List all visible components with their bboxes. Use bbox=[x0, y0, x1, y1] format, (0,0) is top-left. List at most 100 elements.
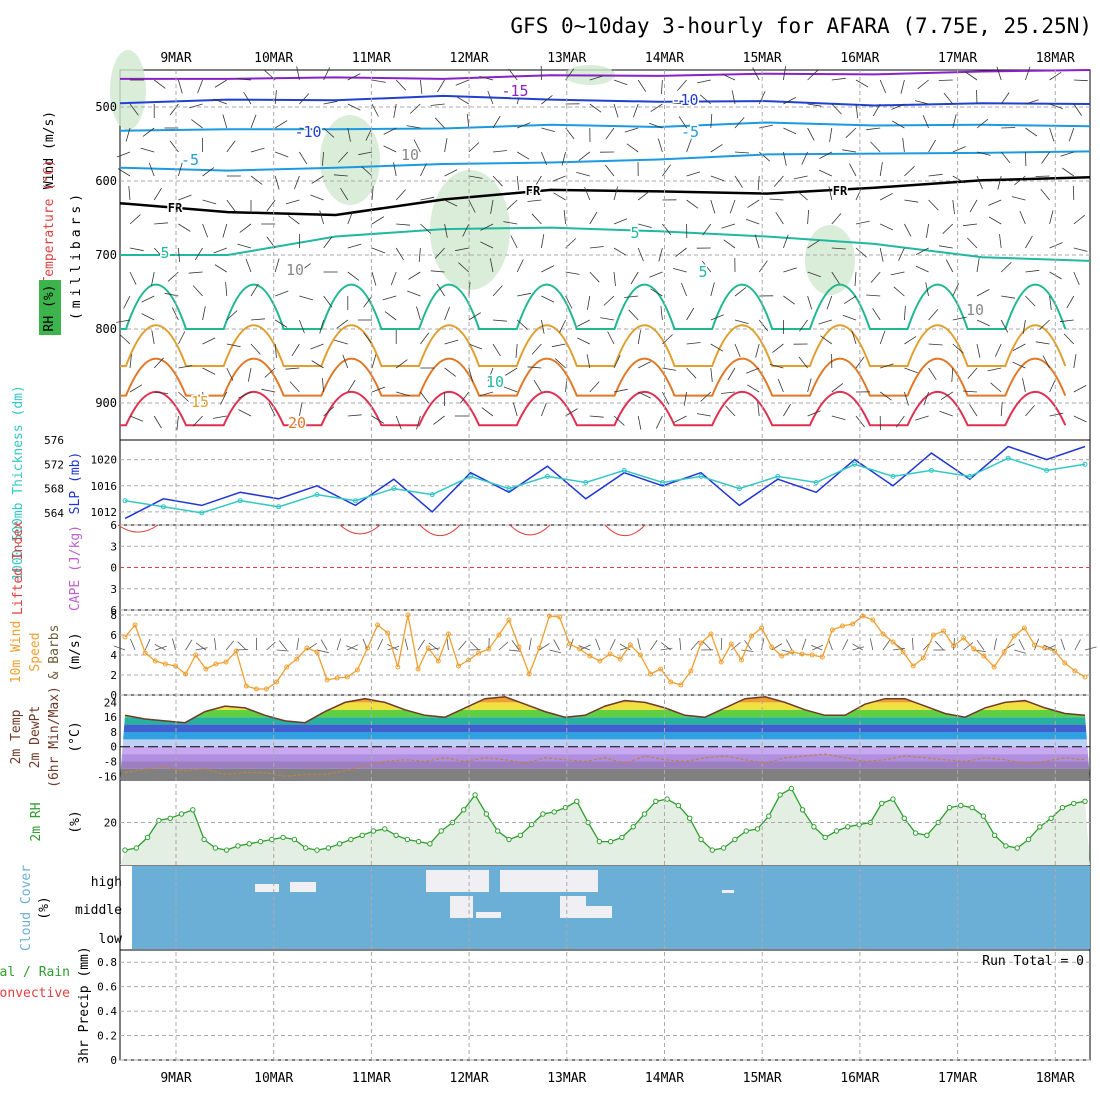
rh-point bbox=[1082, 798, 1088, 804]
ylabel-2m-dewpt: 2m DewPt bbox=[28, 706, 43, 769]
isotherm-line bbox=[119, 121, 1091, 132]
wind-barb bbox=[577, 337, 590, 345]
wind-barb bbox=[637, 79, 647, 92]
wind-barb bbox=[807, 271, 821, 278]
wind-barb bbox=[902, 138, 905, 153]
wind-barb bbox=[721, 391, 736, 394]
wind-barb bbox=[116, 151, 131, 158]
wind-barb bbox=[123, 295, 131, 309]
contour-label: -15 bbox=[501, 82, 528, 100]
temp-band bbox=[120, 732, 1090, 740]
rh-point bbox=[404, 836, 411, 843]
temp-tick-label: 16 bbox=[104, 711, 117, 724]
wind-barb bbox=[154, 391, 169, 394]
temp-band bbox=[120, 724, 1090, 732]
rh-point bbox=[822, 834, 828, 841]
cloud-level-low: low bbox=[99, 932, 123, 947]
wind-barb bbox=[976, 118, 989, 129]
wind-barb-10m bbox=[553, 639, 560, 651]
wind-barb bbox=[757, 175, 760, 191]
wind-barb bbox=[508, 68, 518, 81]
wind-barb bbox=[358, 151, 373, 156]
rh-point bbox=[788, 785, 795, 792]
wind-barb bbox=[976, 343, 981, 358]
wind-speed-point bbox=[506, 617, 512, 623]
wind-barb bbox=[490, 199, 494, 214]
wind-barb bbox=[363, 295, 373, 308]
wind-barb bbox=[662, 334, 673, 345]
wind-barb bbox=[551, 343, 566, 348]
wind-barb bbox=[188, 271, 203, 274]
wind-barb bbox=[395, 359, 408, 369]
wind-barb bbox=[468, 199, 476, 213]
rh-point bbox=[653, 798, 659, 804]
wind-barb bbox=[541, 295, 555, 303]
rh-point bbox=[517, 832, 523, 838]
wind-barb bbox=[783, 151, 787, 166]
wind-barb bbox=[758, 151, 771, 162]
wind-barb bbox=[783, 66, 786, 81]
wind-barb bbox=[141, 295, 155, 303]
rh-point bbox=[833, 828, 840, 834]
wind-barb bbox=[1042, 355, 1050, 369]
wind-barb-10m bbox=[811, 644, 823, 651]
wind-barb bbox=[395, 79, 406, 91]
wind-barb bbox=[275, 290, 289, 297]
wind-speed-point bbox=[1062, 660, 1068, 666]
wind-barb bbox=[928, 309, 939, 321]
wind-barb bbox=[202, 167, 215, 177]
wind-barb bbox=[1060, 151, 1074, 157]
temp2m-ylabels: 2m Temp 2m DewPt (6hr Min/Max) (°C) bbox=[9, 686, 83, 788]
wind-barb bbox=[752, 67, 760, 81]
wind-barb bbox=[299, 263, 311, 273]
contour-label: 10 bbox=[966, 301, 984, 319]
wind-barb-10m bbox=[1014, 649, 1026, 654]
wind-barb-10m bbox=[976, 639, 985, 651]
wind-barb bbox=[192, 415, 203, 427]
wind-barb bbox=[516, 259, 524, 273]
wind-barb bbox=[976, 319, 990, 327]
wind-speed-point bbox=[284, 664, 290, 670]
rh-point bbox=[528, 821, 535, 828]
temp-band bbox=[120, 768, 1090, 780]
wind-speed-point bbox=[971, 646, 977, 652]
wind-barb bbox=[319, 210, 324, 225]
wind-barb bbox=[1068, 127, 1075, 142]
wind-barb bbox=[274, 343, 277, 358]
contour-label: -10 bbox=[671, 91, 698, 109]
rh-point bbox=[1003, 843, 1009, 849]
wind-barb bbox=[633, 103, 639, 118]
wind-barb bbox=[416, 415, 421, 430]
wind-barb bbox=[928, 199, 939, 211]
boundary-layer-isotherm bbox=[120, 391, 1067, 427]
wind-barb bbox=[851, 330, 857, 345]
wind-barb bbox=[479, 391, 494, 397]
wind-barb-10m bbox=[508, 649, 521, 652]
wind-barb bbox=[299, 151, 308, 165]
date-label-bottom: 10MAR bbox=[254, 1071, 293, 1086]
wind-barb bbox=[129, 384, 143, 393]
wind-barb bbox=[879, 391, 892, 401]
wind-barb bbox=[807, 378, 812, 393]
wind-barb bbox=[323, 100, 338, 105]
wind-barb bbox=[1025, 405, 1035, 417]
rh-point bbox=[122, 847, 128, 853]
wind-barb bbox=[171, 307, 179, 321]
wind-barb bbox=[347, 271, 360, 281]
wind-barb-10m bbox=[387, 645, 400, 651]
wind-speed-point bbox=[122, 634, 128, 640]
wind-barb bbox=[125, 127, 131, 142]
wind-barb bbox=[1035, 341, 1050, 345]
thickness-tick-label: 568 bbox=[44, 483, 64, 496]
wind-barb bbox=[347, 103, 361, 111]
wind-barb-10m bbox=[428, 642, 439, 651]
wind-barb bbox=[178, 223, 191, 232]
date-label-top: 12MAR bbox=[450, 51, 489, 66]
wind-barb bbox=[128, 186, 131, 201]
wind-barb bbox=[1073, 385, 1087, 393]
wind-barb bbox=[492, 285, 503, 297]
wind-barb bbox=[456, 96, 470, 105]
wind-barb bbox=[880, 193, 893, 201]
wind-barb bbox=[503, 221, 518, 225]
wind-barb bbox=[323, 67, 331, 81]
